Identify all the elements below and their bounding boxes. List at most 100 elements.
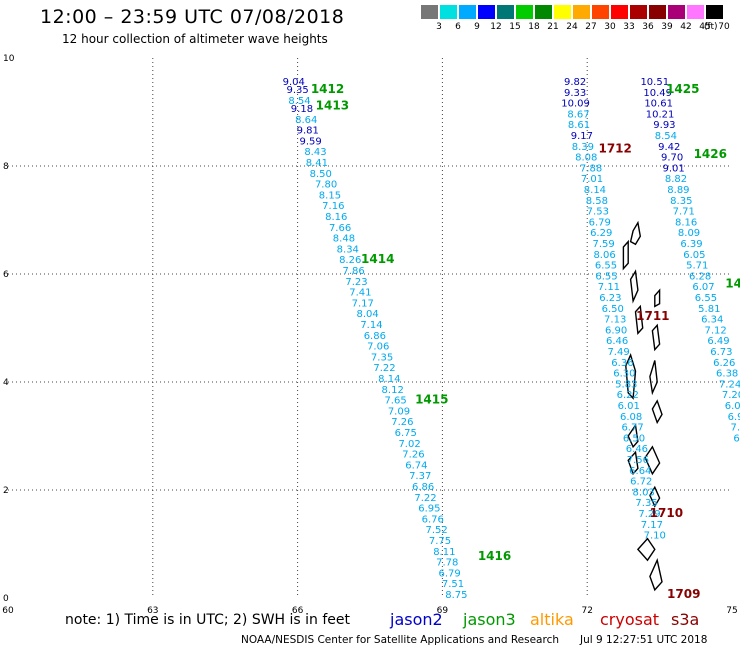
legend-swatch bbox=[459, 5, 476, 19]
island-outline bbox=[636, 537, 656, 562]
pass-label: 1416 bbox=[478, 549, 511, 563]
swh-value-label: 7.29 bbox=[638, 509, 660, 520]
swh-value-label: 9.04 bbox=[283, 77, 305, 88]
legend-label: 42 bbox=[680, 22, 692, 32]
swh-value-label: 8.03 bbox=[633, 487, 655, 498]
swh-value-label: 6.77 bbox=[621, 423, 643, 434]
legend-label: 15 bbox=[509, 22, 521, 32]
pass-label: 1710 bbox=[650, 506, 683, 520]
legend-label: 12 bbox=[490, 22, 502, 32]
swh-value-label: 7.22 bbox=[373, 363, 395, 374]
swh-value-label: 7.37 bbox=[409, 471, 431, 482]
swh-value-label: 6.39 bbox=[680, 239, 702, 250]
swh-value-label: 7.14 bbox=[360, 320, 382, 331]
swh-value-label: 6.29 bbox=[590, 228, 612, 239]
satellite-jason2: jason2 bbox=[390, 610, 443, 629]
legend-swatch bbox=[497, 5, 514, 19]
x-tick-label: 69 bbox=[437, 606, 449, 616]
swh-value-label: 7.35 bbox=[635, 498, 657, 509]
swh-value-label: 9.18 bbox=[291, 104, 313, 115]
legend-swatch bbox=[478, 5, 495, 19]
swh-value-label: 8.15 bbox=[319, 190, 341, 201]
legend-label: 9 bbox=[474, 22, 480, 32]
island-outline bbox=[622, 239, 629, 271]
island-outline bbox=[654, 288, 661, 308]
y-tick-label: 10 bbox=[3, 54, 15, 64]
swh-value-label: 9.93 bbox=[653, 120, 675, 131]
swh-value-label: 8.04 bbox=[356, 309, 378, 320]
swh-value-label: 7.17 bbox=[641, 520, 663, 531]
legend-label: 21 bbox=[547, 22, 559, 32]
swh-value-label: 7.16 bbox=[322, 201, 344, 212]
legend-swatch bbox=[668, 5, 685, 19]
note-text: note: 1) Time is in UTC; 2) SWH is in fe… bbox=[65, 612, 351, 628]
island-outline bbox=[629, 220, 642, 246]
x-tick-label: 63 bbox=[147, 606, 158, 616]
swh-value-label: 6.26 bbox=[713, 358, 735, 369]
swh-value-label: 7.23 bbox=[345, 277, 367, 288]
swh-value-label: 9.42 bbox=[658, 142, 680, 153]
swh-value-label: 10.61 bbox=[644, 99, 673, 110]
swh-value-label: 7.10 bbox=[644, 531, 666, 542]
swh-value-label: 5.71 bbox=[686, 261, 708, 272]
swh-value-label: 7.53 bbox=[587, 207, 609, 218]
swh-value-label: 7.26 bbox=[402, 450, 424, 461]
legend-label: 24 bbox=[566, 22, 578, 32]
swh-value-label: 8.16 bbox=[675, 217, 697, 228]
swh-value-label: 9.33 bbox=[564, 88, 586, 99]
swh-value-label: 6.36 bbox=[611, 358, 633, 369]
swh-value-label: 6.38 bbox=[716, 369, 738, 380]
legend-swatch bbox=[630, 5, 647, 19]
swh-value-label: 6.55 bbox=[695, 293, 717, 304]
swh-value-label: 7.11 bbox=[598, 282, 620, 293]
pass-label: 1426 bbox=[694, 147, 727, 161]
pass-label: 1709 bbox=[667, 587, 700, 601]
x-tick-label: 72 bbox=[581, 606, 592, 616]
swh-value-label: 9.35 bbox=[286, 85, 308, 96]
swh-value-label: 8.41 bbox=[306, 158, 328, 169]
legend-swatch bbox=[573, 5, 590, 19]
satellite-jason3: jason3 bbox=[463, 610, 516, 629]
swh-value-label: 9.82 bbox=[564, 77, 586, 88]
swh-value-label: 7.88 bbox=[580, 163, 602, 174]
swh-value-label: 8.54 bbox=[655, 131, 677, 142]
swh-value-label: 7.52 bbox=[425, 525, 447, 536]
swh-value-label: 6.79 bbox=[589, 217, 611, 228]
swh-value-label: 7.12 bbox=[704, 325, 726, 336]
swh-value-label: 8.75 bbox=[445, 590, 467, 601]
swh-value-label: 7.66 bbox=[329, 223, 351, 234]
legend-label: 45 bbox=[699, 22, 711, 32]
swh-value-label: 7.51 bbox=[442, 579, 464, 590]
swh-value-label: 6.46 bbox=[606, 336, 628, 347]
pass-label: 1712 bbox=[598, 142, 631, 156]
swh-value-label: 6.34 bbox=[701, 315, 723, 326]
chart-subtitle: 12 hour collection of altimeter wave hei… bbox=[62, 32, 328, 46]
legend-label: 33 bbox=[623, 22, 635, 32]
legend-unit: (ft) bbox=[704, 22, 718, 32]
swh-value-label: 7.80 bbox=[315, 180, 337, 191]
swh-value-label: 8.58 bbox=[586, 196, 608, 207]
swh-value-label: 6.79 bbox=[439, 568, 461, 579]
swh-value-label: 7.13 bbox=[604, 315, 626, 326]
satellite-cryosat: cryosat bbox=[600, 610, 660, 629]
y-tick-label: 4 bbox=[3, 378, 9, 388]
swh-value-label: 8.48 bbox=[333, 234, 355, 245]
pass-label: 1413 bbox=[316, 98, 349, 112]
legend-swatch bbox=[421, 5, 438, 19]
swh-value-label: 7.20 bbox=[722, 390, 740, 401]
swh-value-label: 6.49 bbox=[707, 336, 729, 347]
swh-value-label: 8.06 bbox=[593, 250, 615, 261]
swh-value-label: 6.69 bbox=[733, 433, 740, 444]
swh-value-label: 8.12 bbox=[382, 385, 404, 396]
swh-value-label: 9.01 bbox=[662, 163, 684, 174]
pass-label: 1414 bbox=[361, 252, 394, 266]
island-outline bbox=[625, 352, 637, 400]
swh-value-label: 8.89 bbox=[667, 185, 689, 196]
swh-value-label: 8.54 bbox=[288, 96, 310, 107]
chart-title: 12:00 – 23:59 UTC 07/08/2018 bbox=[40, 6, 345, 28]
swh-value-label: 6.05 bbox=[683, 250, 705, 261]
pass-label: 142 bbox=[725, 277, 740, 291]
swh-value-label: 7.71 bbox=[673, 207, 695, 218]
swh-value-label: 8.61 bbox=[568, 120, 590, 131]
island-outline bbox=[634, 304, 644, 336]
